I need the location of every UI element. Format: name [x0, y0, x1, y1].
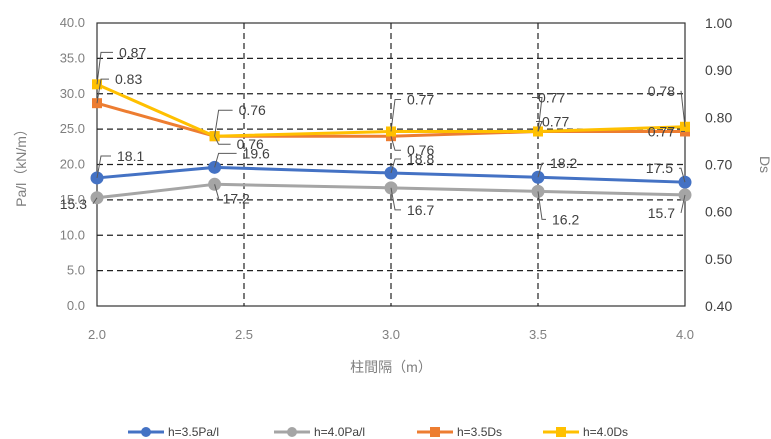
legend-swatch-marker — [430, 427, 440, 437]
axes: 0.0 5.0 10.0 15.0 20.0 25.0 30.0 35.0 40.0 0.40 0.… — [13, 15, 771, 375]
y2-tick-label: 0.60 — [705, 204, 732, 220]
legend-item: h=3.5Ds — [417, 425, 502, 439]
y-tick-label: 30.0 — [60, 86, 85, 101]
data-label: 17.2 — [223, 190, 250, 206]
x-tick-label: 4.0 — [676, 327, 694, 342]
label-leader — [390, 158, 401, 174]
data-label: 15.7 — [648, 205, 675, 221]
data-label: 0.76 — [407, 142, 434, 158]
label-leader — [390, 136, 401, 151]
y2-tick-label: 0.70 — [705, 157, 732, 173]
y-tick-label: 20.0 — [60, 157, 85, 172]
data-labels: 18.1 19.6 18.8 18.2 17.5 15.3 17.2 16.7 16.2 15.7… — [60, 44, 686, 227]
data-label: 16.7 — [407, 202, 434, 218]
label-leader — [537, 162, 544, 178]
data-label: 18.2 — [550, 155, 577, 171]
label-leader — [96, 78, 109, 104]
label-leader — [680, 90, 686, 127]
data-label: 15.3 — [60, 196, 87, 212]
label-leader — [390, 187, 401, 211]
legend-label: h=4.0Pa/l — [314, 425, 365, 439]
data-label: 0.77 — [538, 89, 565, 105]
y-tick-label: 5.0 — [67, 263, 85, 278]
data-label: 0.77 — [407, 91, 434, 107]
label-leader — [536, 120, 543, 132]
label-leader — [96, 51, 113, 85]
label-leader — [92, 197, 98, 205]
data-label: 0.76 — [239, 102, 266, 118]
label-leader — [537, 191, 546, 220]
label-leader — [214, 152, 237, 168]
legend: h=3.5Pa/l h=4.0Pa/l h=3.5Ds h=4.0Ds — [128, 425, 628, 439]
y-tick-label: 40.0 — [60, 15, 85, 30]
x-tick-label: 3.0 — [382, 327, 400, 342]
legend-label: h=3.5Ds — [457, 425, 502, 439]
data-label: 18.8 — [407, 151, 434, 167]
y2-tick-label: 0.50 — [705, 251, 732, 267]
data-label: 16.2 — [552, 211, 579, 227]
legend-label: h=3.5Pa/l — [168, 425, 219, 439]
y-tick-label: 0.0 — [67, 298, 85, 313]
label-leader — [96, 155, 111, 179]
grid — [96, 22, 686, 307]
data-label: 19.6 — [243, 145, 270, 161]
legend-swatch-marker — [141, 427, 151, 437]
data-label: 18.1 — [117, 148, 144, 164]
legend-item: h=4.0Pa/l — [274, 425, 365, 439]
data-label: 0.77 — [648, 123, 675, 139]
y-axis-title: Pa/l（kN/m） — [13, 122, 29, 207]
x-axis-title: 柱間隔（m） — [350, 359, 432, 375]
label-leader — [390, 98, 401, 132]
y2-axis-title: Ds — [757, 156, 771, 173]
data-label: 0.83 — [115, 71, 142, 87]
x-tick-label: 2.0 — [88, 327, 106, 342]
data-label: 17.5 — [646, 160, 673, 176]
data-label: 0.87 — [119, 44, 146, 60]
y2-tick-label: 0.80 — [705, 109, 732, 125]
x-tick-label: 3.5 — [529, 327, 547, 342]
y2-tick-label: 0.90 — [705, 62, 732, 78]
data-label: 0.78 — [648, 83, 675, 99]
data-label: 0.77 — [542, 113, 569, 129]
x-tick-label: 2.5 — [235, 327, 253, 342]
legend-item: h=4.0Ds — [543, 425, 628, 439]
label-leader — [214, 109, 233, 137]
legend-label: h=4.0Ds — [583, 425, 628, 439]
y-tick-label: 25.0 — [60, 121, 85, 136]
y-tick-label: 10.0 — [60, 227, 85, 242]
legend-swatch-marker — [287, 427, 297, 437]
label-leader — [679, 167, 686, 183]
legend-swatch-marker — [556, 427, 566, 437]
data-label: 0.76 — [237, 136, 264, 152]
y-tick-label: 15.0 — [60, 192, 85, 207]
label-leader — [214, 184, 220, 199]
y2-tick-label: 1.00 — [705, 15, 732, 31]
label-leader — [214, 135, 231, 145]
y2-tick-label: 0.40 — [705, 298, 732, 314]
label-leader — [680, 194, 686, 214]
legend-item: h=3.5Pa/l — [128, 425, 219, 439]
y-tick-label: 35.0 — [60, 50, 85, 65]
label-leader — [532, 96, 543, 132]
